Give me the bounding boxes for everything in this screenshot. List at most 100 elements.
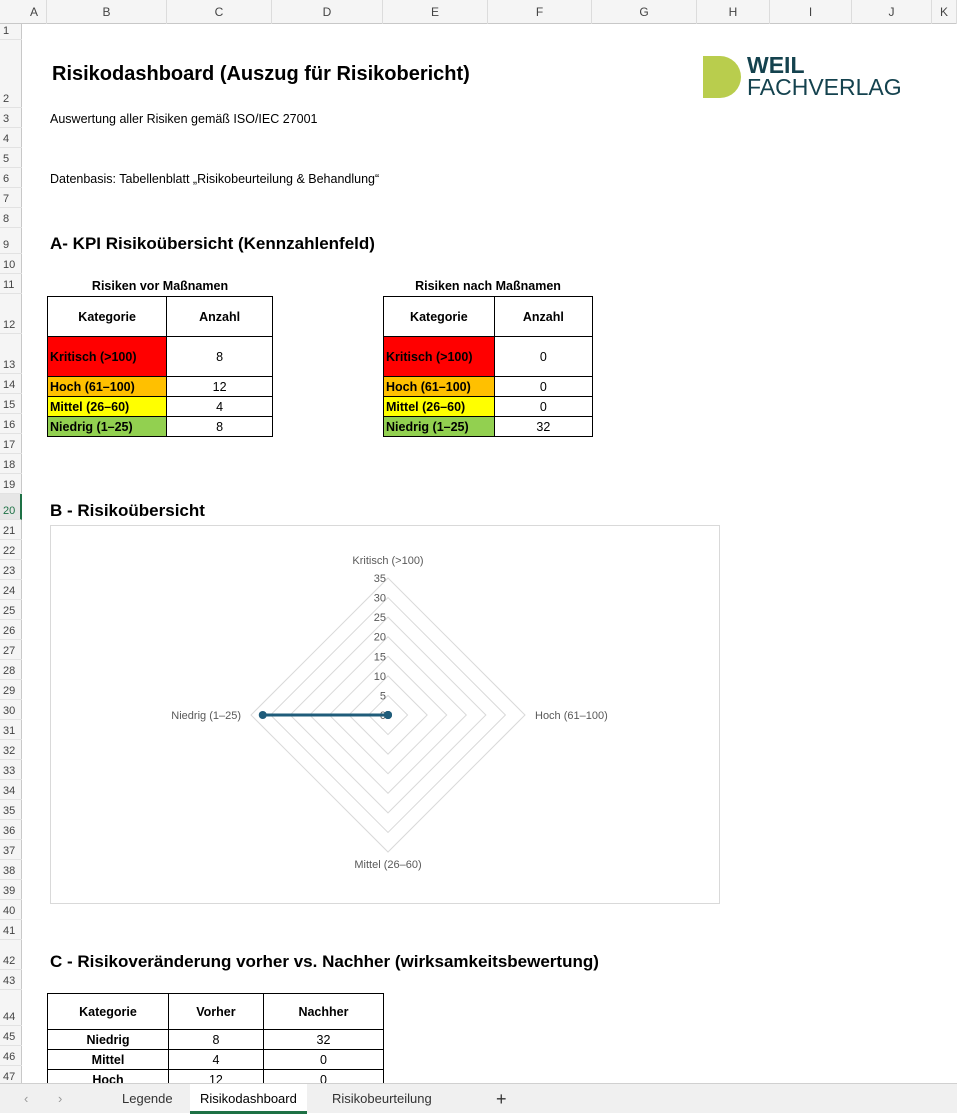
tab-risikodashboard[interactable]: Risikodashboard bbox=[190, 1084, 307, 1114]
row-header-18[interactable]: 18 bbox=[0, 454, 22, 474]
row-header-2[interactable]: 2 bbox=[0, 40, 22, 108]
row-header-3[interactable]: 3 bbox=[0, 108, 22, 128]
row-header-37[interactable]: 37 bbox=[0, 840, 22, 860]
row-header-5[interactable]: 5 bbox=[0, 148, 22, 168]
after-caption: Risiken nach Maßnamen bbox=[415, 279, 561, 293]
row-header-27[interactable]: 27 bbox=[0, 640, 22, 660]
before-table: Kategorie Anzahl Kritisch (>100) 8 Hoch (61–… bbox=[46, 296, 273, 437]
subtitle: Auswertung aller Risiken gemäß ISO/IEC 2… bbox=[50, 112, 318, 126]
row-header-42[interactable]: 42 bbox=[0, 940, 22, 970]
grid-ring bbox=[289, 616, 487, 814]
data-basis: Datenbasis: Tabellenblatt „Risikobeurtei… bbox=[50, 172, 380, 186]
row-header-35[interactable]: 35 bbox=[0, 800, 22, 820]
column-header-K[interactable]: K bbox=[932, 0, 957, 24]
row-header-4[interactable]: 4 bbox=[0, 128, 22, 148]
row-header-31[interactable]: 31 bbox=[0, 720, 22, 740]
column-header-F[interactable]: F bbox=[488, 0, 592, 24]
category-cell: Kritisch (>100) bbox=[383, 336, 495, 377]
tick-label: 20 bbox=[374, 632, 386, 644]
row-header-38[interactable]: 38 bbox=[0, 860, 22, 880]
row-header-15[interactable]: 15 bbox=[0, 394, 22, 414]
count-cell: 8 bbox=[166, 416, 273, 437]
column-header-J[interactable]: J bbox=[852, 0, 932, 24]
row-header-14[interactable]: 14 bbox=[0, 374, 22, 394]
header-kategorie: Kategorie bbox=[383, 296, 495, 337]
category-label: Hoch (61–100) bbox=[535, 710, 608, 722]
row-header-17[interactable]: 17 bbox=[0, 434, 22, 454]
row-header-1[interactable]: 1 bbox=[0, 24, 22, 40]
cell: 32 bbox=[262, 1029, 385, 1050]
row-header-28[interactable]: 28 bbox=[0, 660, 22, 680]
row-header-22[interactable]: 22 bbox=[0, 540, 22, 560]
row-header-39[interactable]: 39 bbox=[0, 880, 22, 900]
row-header-21[interactable]: 21 bbox=[0, 520, 22, 540]
row-header-29[interactable]: 29 bbox=[0, 680, 22, 700]
count-cell: 0 bbox=[493, 396, 594, 417]
next-sheet-button[interactable]: › bbox=[58, 1091, 63, 1106]
table-row: Kritisch (>100) 8 bbox=[46, 336, 273, 377]
table-row: Hoch (61–100) 0 bbox=[383, 376, 594, 397]
row-header-43[interactable]: 43 bbox=[0, 970, 22, 990]
row-header-7[interactable]: 7 bbox=[0, 188, 22, 208]
row-header-6[interactable]: 6 bbox=[0, 168, 22, 188]
prev-sheet-button[interactable]: ‹ bbox=[24, 1091, 29, 1106]
category-cell: Hoch (61–100) bbox=[383, 376, 495, 397]
row-header-23[interactable]: 23 bbox=[0, 560, 22, 580]
category-label: Kritisch (>100) bbox=[352, 555, 423, 567]
row-header-20[interactable]: 20 bbox=[0, 494, 22, 520]
page-title: Risikodashboard (Auszug für Risikoberich… bbox=[52, 63, 470, 85]
tick-label: 15 bbox=[374, 651, 386, 663]
column-header-E[interactable]: E bbox=[383, 0, 488, 24]
data-point bbox=[384, 711, 392, 719]
category-label: Mittel (26–60) bbox=[354, 859, 421, 871]
tab-risikobeurteilung[interactable]: Risikobeurteilung bbox=[332, 1091, 432, 1106]
column-header-D[interactable]: D bbox=[272, 0, 383, 24]
grid-ring bbox=[269, 596, 507, 834]
column-header-A[interactable]: A bbox=[22, 0, 47, 24]
column-header-H[interactable]: H bbox=[697, 0, 770, 24]
row-header-10[interactable]: 10 bbox=[0, 254, 22, 274]
grid-ring bbox=[328, 655, 448, 775]
row-header-40[interactable]: 40 bbox=[0, 900, 22, 920]
row-header-46[interactable]: 46 bbox=[0, 1046, 22, 1066]
cell: 8 bbox=[167, 1029, 264, 1050]
grid-ring bbox=[309, 636, 467, 794]
row-header-11[interactable]: 11 bbox=[0, 274, 22, 294]
row-header-25[interactable]: 25 bbox=[0, 600, 22, 620]
row-header-32[interactable]: 32 bbox=[0, 740, 22, 760]
column-header-C[interactable]: C bbox=[167, 0, 272, 24]
column-header-B[interactable]: B bbox=[47, 0, 167, 24]
row-header-26[interactable]: 26 bbox=[0, 620, 22, 640]
row-header-41[interactable]: 41 bbox=[0, 920, 22, 940]
tab-legende[interactable]: Legende bbox=[122, 1091, 173, 1106]
cell: Niedrig bbox=[47, 1029, 169, 1050]
header-cell: Nachher bbox=[262, 993, 385, 1030]
header-anzahl: Anzahl bbox=[493, 296, 594, 337]
column-header-G[interactable]: G bbox=[592, 0, 697, 24]
table-row: Niedrig (1–25) 8 bbox=[46, 416, 273, 437]
table-row: Mittel (26–60) 0 bbox=[383, 396, 594, 417]
row-header-36[interactable]: 36 bbox=[0, 820, 22, 840]
row-header-30[interactable]: 30 bbox=[0, 700, 22, 720]
tick-label: 25 bbox=[374, 612, 386, 624]
row-header-24[interactable]: 24 bbox=[0, 580, 22, 600]
row-header-45[interactable]: 45 bbox=[0, 1026, 22, 1046]
logo-line1: WEIL bbox=[747, 52, 805, 78]
row-header-44[interactable]: 44 bbox=[0, 990, 22, 1026]
radar-chart[interactable]: 0 5 10 15 20 25 30 35 Kritisch (>100) Hoch (61–10… bbox=[50, 525, 720, 904]
row-header-12[interactable]: 12 bbox=[0, 294, 22, 334]
row-header-8[interactable]: 8 bbox=[0, 208, 22, 228]
grid-ring bbox=[250, 577, 526, 853]
row-header-34[interactable]: 34 bbox=[0, 780, 22, 800]
sheet-tab-bar: ‹ › Legende Risikodashboard Risikobeurte… bbox=[0, 1083, 957, 1114]
column-header-I[interactable]: I bbox=[770, 0, 852, 24]
add-sheet-button[interactable]: + bbox=[496, 1089, 507, 1109]
row-header-16[interactable]: 16 bbox=[0, 414, 22, 434]
row-header-19[interactable]: 19 bbox=[0, 474, 22, 494]
table-row: Mittel (26–60) 4 bbox=[46, 396, 273, 417]
table-row: Kritisch (>100) 0 bbox=[383, 336, 594, 377]
row-header-13[interactable]: 13 bbox=[0, 334, 22, 374]
row-header-9[interactable]: 9 bbox=[0, 228, 22, 254]
row-header-33[interactable]: 33 bbox=[0, 760, 22, 780]
